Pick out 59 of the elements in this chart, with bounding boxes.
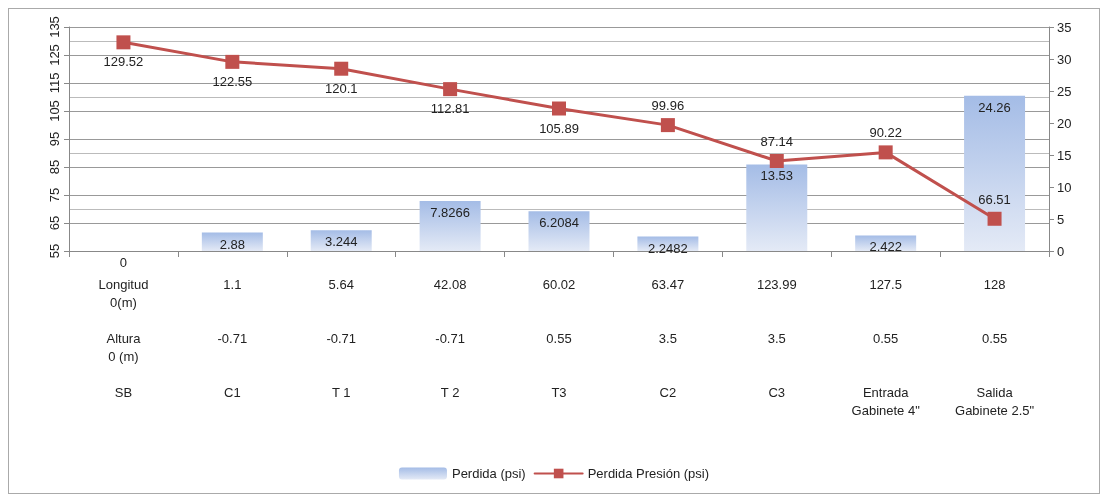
point <box>116 35 131 50</box>
point <box>878 145 893 160</box>
data-label: 7.8266 <box>430 204 470 220</box>
category-label: 123.99 3.5 C3 <box>756 276 797 400</box>
data-label: 122.55 <box>212 73 253 89</box>
data-label: 2.422 <box>869 239 902 255</box>
point <box>443 82 458 97</box>
data-label: 2.2482 <box>648 240 688 256</box>
point <box>769 154 784 169</box>
y2-tick-label: 25 <box>1057 83 1072 99</box>
y2-tick-label: 15 <box>1057 147 1072 163</box>
data-label: 90.22 <box>869 125 902 141</box>
y-tick-label: 75 <box>47 187 62 203</box>
point <box>225 54 240 69</box>
bar <box>746 164 808 251</box>
y-tick-label: 85 <box>47 159 62 175</box>
legend-label: Perdida Presión (psi) <box>587 466 710 481</box>
category-label: 127.5 0.55 Entrada Gabinete 4" <box>851 276 920 418</box>
y2-tick-label: 20 <box>1057 115 1072 131</box>
data-label: 3.244 <box>324 234 358 250</box>
bar <box>964 95 1026 251</box>
data-label: 87.14 <box>760 134 794 150</box>
data-label: 0 <box>119 255 128 270</box>
category-label: 60.02 0.55 T3 <box>542 276 576 400</box>
point <box>987 211 1002 226</box>
point <box>552 101 566 116</box>
y-tick-label: 55 <box>47 243 62 259</box>
y-tick-label: 125 <box>47 44 62 66</box>
y-tick-label: 115 <box>47 72 62 94</box>
data-label: 24.26 <box>978 99 1011 115</box>
data-label: 120.1 <box>324 80 358 96</box>
y2-tick-label: 5 <box>1057 211 1065 227</box>
category-label: 5.64 -0.71 T 1 <box>326 276 357 400</box>
y2-tick-label: 10 <box>1057 179 1072 195</box>
category-label: 128 0.55 Salida Gabinete 2.5" <box>955 276 1035 418</box>
y-tick-label: 105 <box>47 100 62 122</box>
data-label: 129.52 <box>103 54 144 70</box>
data-label: 99.96 <box>651 98 685 114</box>
y2-tick-label: 35 <box>1057 19 1072 35</box>
bar <box>419 200 481 251</box>
y2-tick-label: 30 <box>1057 51 1072 67</box>
y-tick-label: 65 <box>47 215 62 231</box>
category-label: 63.47 3.5 C2 <box>651 276 685 400</box>
y-tick-label: 135 <box>47 16 62 38</box>
category-label: Longitud 0(m) Altura 0 (m) SB <box>98 276 149 400</box>
bar <box>528 211 590 251</box>
data-label: 112.81 <box>430 101 470 117</box>
data-label: 6.2084 <box>539 215 579 231</box>
y-tick-label: 95 <box>47 131 62 147</box>
data-label: 105.89 <box>539 120 579 136</box>
data-label: 2.88 <box>219 236 245 252</box>
point <box>334 61 349 76</box>
y2-tick-label: 0 <box>1057 243 1065 259</box>
legend-label: Perdida (psi) <box>451 466 526 481</box>
data-label: 66.51 <box>978 191 1011 207</box>
data-label: 13.53 <box>760 168 794 184</box>
category-label: 42.08 -0.71 T 2 <box>433 276 467 400</box>
point <box>660 118 675 133</box>
category-label: 1.1 -0.71 C1 <box>217 276 248 400</box>
